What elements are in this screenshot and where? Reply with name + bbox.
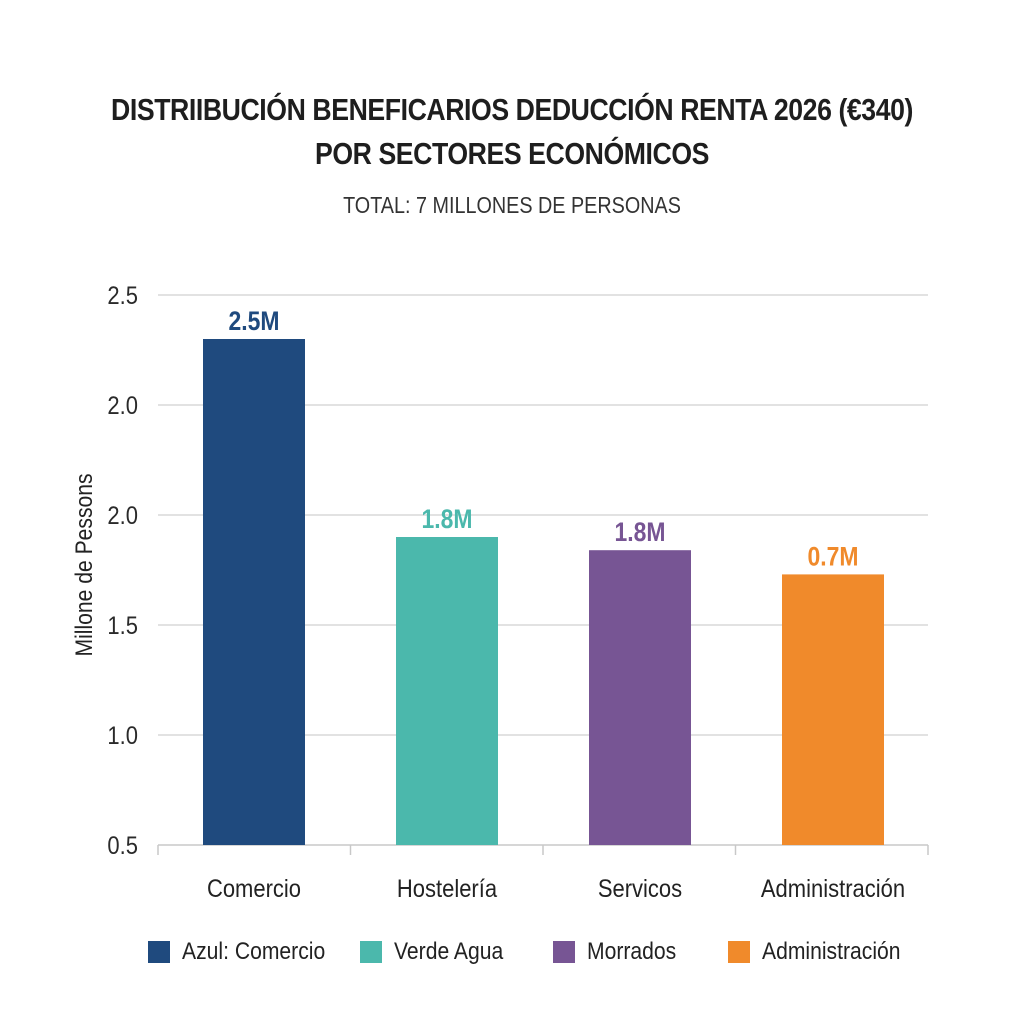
- legend: Azul: Comercio Verde Agua Morrados Admin…: [0, 938, 1024, 972]
- legend-item-verde-agua: Verde Agua: [360, 938, 518, 966]
- y-tick-label: 0.5: [107, 832, 138, 860]
- y-tick-label: 2.0: [107, 502, 138, 530]
- y-tick-label: 1.0: [107, 722, 138, 750]
- legend-item-comercio: Azul: Comercio: [148, 938, 345, 966]
- legend-label: Morrados: [587, 938, 677, 965]
- x-tick-label: Comercio: [207, 875, 301, 903]
- legend-item-morrados: Morrados: [553, 938, 688, 966]
- y-axis-label: Millone de Pessons: [71, 473, 98, 656]
- x-tick-label: Administración: [761, 875, 905, 903]
- legend-label: Administración: [762, 938, 901, 965]
- legend-item-administracion: Administración: [728, 938, 919, 966]
- y-tick-label: 2.0: [107, 392, 138, 420]
- chart-title-line2: POR SECTORES ECONÓMICOS: [314, 136, 710, 171]
- bar-servicos: [589, 550, 691, 845]
- legend-swatch: [553, 941, 575, 963]
- y-tick-label: 2.5: [107, 282, 138, 310]
- legend-label: Azul: Comercio: [182, 938, 326, 965]
- data-label: 2.5M: [228, 306, 279, 336]
- chart-title: DISTRIIBUCIÓN BENEFICARIOS DEDUCCIÓN REN…: [111, 92, 913, 127]
- x-tick-label: Hostelería: [397, 875, 498, 903]
- chart-subtitle: TOTAL: 7 MILLONES DE PERSONAS: [343, 192, 681, 218]
- data-label: 1.8M: [421, 504, 472, 534]
- legend-label: Verde Agua: [394, 938, 504, 965]
- bar-administración: [782, 574, 884, 845]
- data-label: 1.8M: [614, 517, 665, 547]
- legend-swatch: [148, 941, 170, 963]
- bar-comercio: [203, 339, 305, 845]
- legend-swatch: [360, 941, 382, 963]
- data-label: 0.7M: [807, 542, 858, 572]
- legend-swatch: [728, 941, 750, 963]
- bar-hostelería: [396, 537, 498, 845]
- x-tick-label: Servicos: [598, 875, 682, 903]
- y-tick-label: 1.5: [107, 612, 138, 640]
